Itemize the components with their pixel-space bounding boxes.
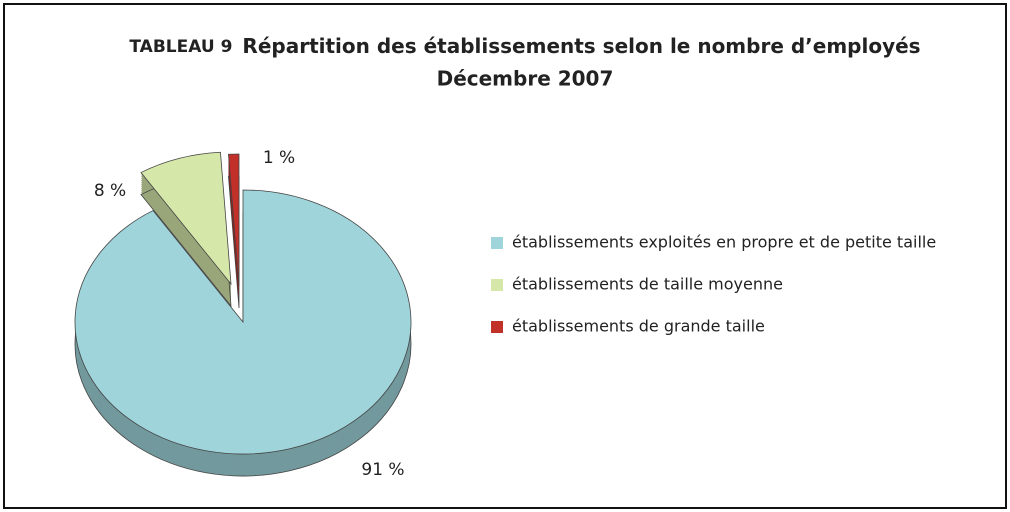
legend-swatch bbox=[491, 279, 503, 291]
slice bbox=[140, 151, 232, 286]
legend-label: établissements de grande taille bbox=[512, 317, 765, 336]
data-label: 91 % bbox=[361, 460, 404, 480]
data-label: 1 % bbox=[263, 148, 295, 168]
legend-swatch bbox=[491, 237, 503, 249]
legend-swatch bbox=[491, 321, 503, 333]
title-label: TABLEAU 9 bbox=[129, 37, 232, 57]
legend-label: établissements de taille moyenne bbox=[512, 275, 783, 294]
chart-title: TABLEAU 9 Répartition des établissements … bbox=[129, 34, 920, 58]
slice bbox=[228, 153, 240, 287]
slice bbox=[74, 189, 412, 455]
legend-label: établissements exploités en propre et de… bbox=[512, 233, 936, 252]
data-label: 8 % bbox=[94, 181, 126, 201]
title-text: Répartition des établissements selon le … bbox=[242, 34, 920, 58]
chart-subtitle: Décembre 2007 bbox=[437, 67, 614, 91]
